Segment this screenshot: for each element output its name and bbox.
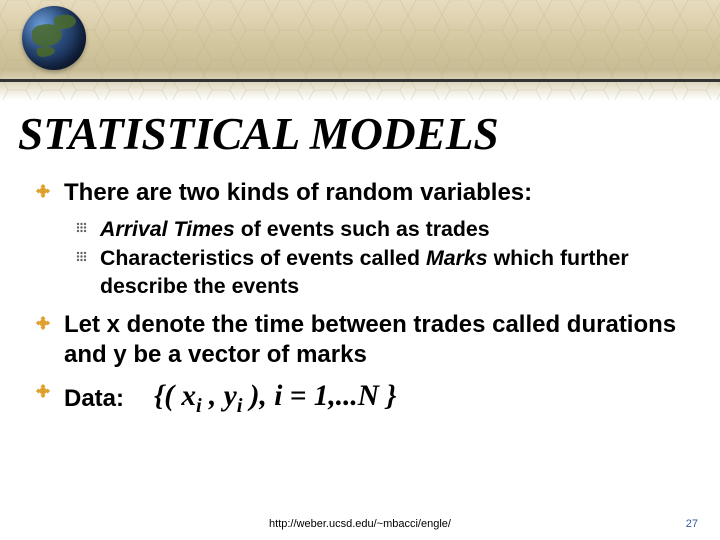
header-band: [0, 0, 720, 100]
bullet-l2-arrival: Arrival Times of events such as trades: [100, 216, 696, 243]
bullet-text: Let x denote the time between trades cal…: [64, 311, 676, 368]
segment: Marks: [426, 246, 488, 270]
hex-pattern-background: [0, 0, 720, 100]
diamond-bullet-icon: [36, 316, 50, 330]
slide-content: There are two kinds of random variables:…: [0, 178, 720, 419]
data-formula: {( xi , yi ), i = 1,...N }: [154, 378, 396, 420]
footer: http://weber.ucsd.edu/~mbacci/engle/ 27: [0, 518, 720, 530]
slide-title: STATISTICAL MODELS: [18, 108, 720, 160]
bullet-l1-kinds: There are two kinds of random variables:: [64, 178, 696, 208]
page-number: 27: [686, 518, 698, 530]
segment: Arrival Times: [100, 217, 235, 241]
header-rule: [0, 79, 720, 82]
bullet-text: Data:: [64, 384, 124, 414]
bullet-l1-let-x: Let x denote the time between trades cal…: [64, 310, 696, 370]
dot-grid-bullet-icon: [76, 222, 87, 233]
globe-icon: [22, 6, 86, 70]
diamond-bullet-icon: [36, 184, 50, 198]
sub-bullet-group: Arrival Times of events such as trades C…: [100, 216, 696, 300]
bullet-l2-marks: Characteristics of events called Marks w…: [100, 245, 696, 300]
segment: of events such as trades: [235, 217, 490, 241]
diamond-bullet-icon: [36, 384, 50, 398]
segment: Characteristics of events called: [100, 246, 426, 270]
bullet-l1-data: Data: {( xi , yi ), i = 1,...N }: [64, 378, 696, 420]
bullet-text: There are two kinds of random variables:: [64, 179, 532, 206]
footer-url: http://weber.ucsd.edu/~mbacci/engle/: [0, 518, 720, 530]
dot-grid-bullet-icon: [76, 251, 87, 262]
